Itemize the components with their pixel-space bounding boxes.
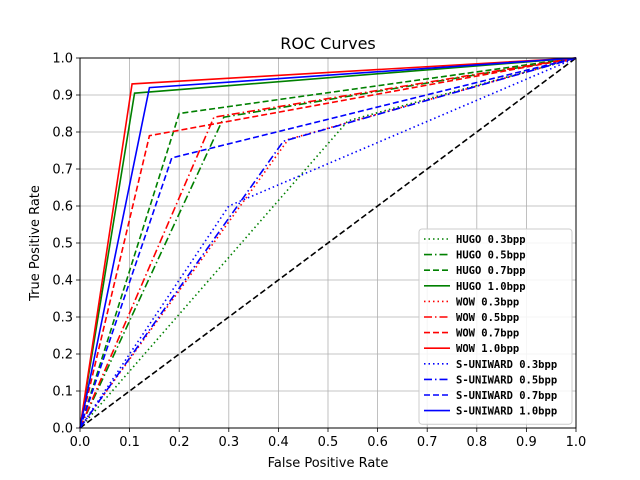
legend-label: WOW 0.7bpp: [456, 328, 519, 340]
series-line-wow-0-5bpp: [79, 57, 577, 429]
legend-label: S-UNIWARD 0.3bpp: [456, 359, 557, 371]
legend: HUGO 0.3bpp HUGO 0.5bpp HUGO 0.7bpp HUGO 1.…: [418, 228, 573, 425]
legend-label: HUGO 1.0bpp: [456, 281, 526, 293]
series-line-s-uniward-0-5bpp: [79, 57, 577, 429]
x-tick-label: 0.7: [417, 435, 438, 450]
x-tick-label: 0.9: [516, 435, 537, 450]
series-line-s-uniward-0-7bpp: [79, 57, 577, 429]
legend-label: S-UNIWARD 0.5bpp: [456, 374, 557, 386]
x-tick-label: 0.2: [169, 435, 190, 450]
legend-box: [418, 228, 573, 425]
series-line-wow-1-0bpp: [79, 57, 577, 429]
plot-frame: [79, 57, 577, 429]
legend-label: HUGO 0.3bpp: [456, 234, 526, 246]
legend-label: WOW 1.0bpp: [456, 343, 519, 355]
series-line-wow-0-7bpp: [79, 57, 577, 429]
legend-label: S-UNIWARD 1.0bpp: [456, 406, 557, 418]
legend-label: WOW 0.3bpp: [456, 296, 519, 308]
series-line-hugo-0-5bpp: [79, 57, 577, 429]
legend-label: HUGO 0.5bpp: [456, 250, 526, 262]
x-tick-label: 0.6: [367, 435, 388, 450]
x-tick-label: 1.0: [566, 435, 587, 450]
legend-label: WOW 0.5bpp: [456, 312, 519, 324]
x-tick-label: 0.8: [466, 435, 487, 450]
y-tick-label: 1.0: [52, 52, 73, 67]
chance-diagonal-line: [79, 57, 577, 429]
y-tick-label: 0.0: [52, 422, 73, 437]
y-axis-label: True Positive Rate: [28, 185, 43, 302]
y-tick-label: 0.5: [52, 237, 73, 252]
series-line-hugo-0-7bpp: [79, 57, 577, 429]
x-tick-label: 0.3: [218, 435, 239, 450]
x-tick-label: 0.1: [119, 435, 140, 450]
axis-ticks: 0.0 0.1 0.2 0.3 0.4 0.5 0.6 0.7 0.8 0.9 1.0 0.0 0.1 0…: [52, 52, 586, 451]
y-tick-label: 0.9: [52, 89, 73, 104]
series-line-hugo-0-3bpp: [79, 57, 577, 429]
y-tick-label: 0.6: [52, 200, 73, 215]
x-tick-label: 0.5: [318, 435, 339, 450]
y-tick-label: 0.3: [52, 311, 73, 326]
y-tick-label: 0.8: [52, 126, 73, 141]
y-tick-label: 0.4: [52, 274, 73, 289]
chart-title: ROC Curves: [280, 34, 376, 53]
x-tick-label: 0.4: [268, 435, 289, 450]
series-line-s-uniward-1-0bpp: [79, 57, 577, 429]
x-tick-label: 0.0: [70, 435, 91, 450]
legend-label: S-UNIWARD 0.7bpp: [456, 390, 557, 402]
y-tick-label: 0.2: [52, 348, 73, 363]
series-line-s-uniward-0-3bpp: [79, 57, 577, 429]
plot-area: [79, 57, 577, 429]
x-axis-label: False Positive Rate: [268, 456, 389, 471]
series-line-hugo-1-0bpp: [79, 57, 577, 429]
y-tick-label: 0.7: [52, 163, 73, 178]
y-tick-label: 0.1: [52, 385, 73, 400]
legend-label: HUGO 0.7bpp: [456, 265, 526, 277]
